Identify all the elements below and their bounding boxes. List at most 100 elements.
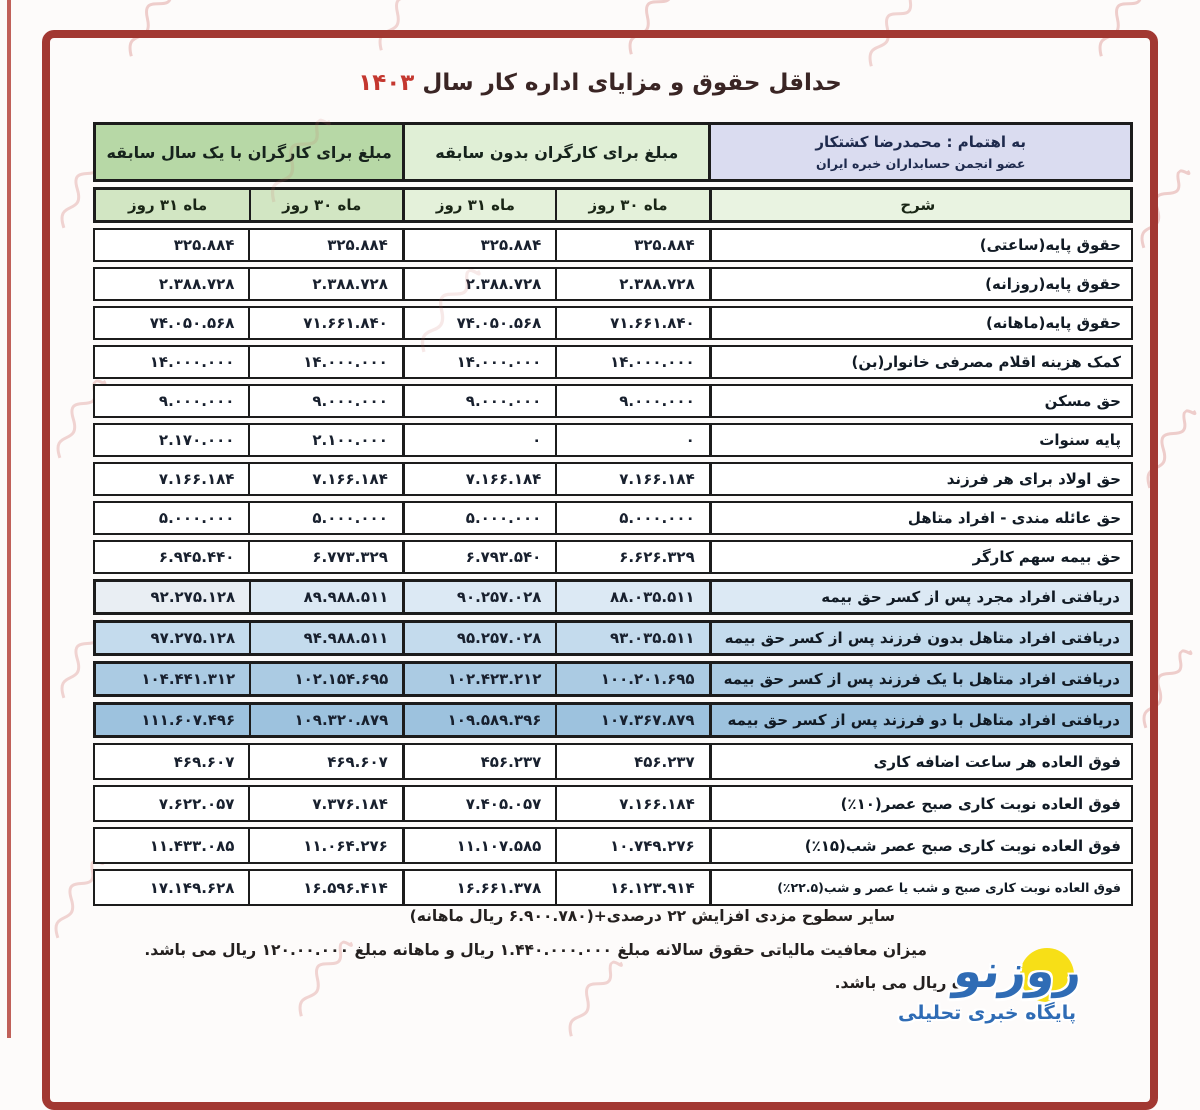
value-oneyear-31: ۱۱.۴۳۳.۰۸۵ — [149, 836, 235, 855]
row-label: حق بیمه سهم کارگر — [708, 542, 1131, 572]
table-row-shift-morning-evening: فوق العاده نوبت کاری صبح عصر(۱۰٪) ۷.۱۶۶.… — [93, 785, 1133, 822]
value-oneyear-30: ۵.۰۰۰.۰۰۰ — [248, 503, 401, 533]
page-title: حداقل حقوق و مزایای اداره کار سال ۱۴۰۳ — [0, 70, 1200, 96]
value-noexp-31: ۱۰۲.۴۲۳.۲۱۲ — [402, 664, 556, 694]
value-noexp-30: ۱۰۷.۳۶۷.۸۷۹ — [555, 705, 709, 735]
left-edge-red-line — [7, 0, 11, 1038]
value-noexp-30: ۸۸.۰۳۵.۵۱۱ — [555, 582, 709, 612]
site-logo: روزنو پایگاه خبری تحلیلی — [872, 944, 1164, 1038]
value-oneyear-30: ۶.۷۷۳.۳۲۹ — [248, 542, 401, 572]
value-noexp-31: ۶.۷۹۳.۵۴۰ — [401, 542, 555, 572]
value-noexp-31: ۰ — [401, 425, 555, 455]
value-noexp-31: ۵.۰۰۰.۰۰۰ — [401, 503, 555, 533]
logo-tagline: پایگاه خبری تحلیلی — [898, 1002, 1077, 1024]
value-oneyear-30: ۲.۱۰۰.۰۰۰ — [248, 425, 401, 455]
value-noexp-30: ۷۱.۶۶۱.۸۴۰ — [555, 308, 708, 338]
table-row-net-married-one-child: دریافتی افراد متاهل با یک فرزند پس از کس… — [93, 661, 1133, 697]
row-label: حق اولاد برای هر فرزند — [708, 464, 1131, 494]
value-noexp-30: ۹.۰۰۰.۰۰۰ — [555, 386, 708, 416]
value-oneyear-31: ۷.۶۲۲.۰۵۷ — [158, 794, 235, 813]
value-oneyear-31: ۱۷.۱۴۹.۶۲۸ — [149, 878, 235, 897]
logo-wordmark: روزنو — [951, 944, 1085, 998]
value-noexp-31: ۷۴.۰۵۰.۵۶۸ — [401, 308, 555, 338]
value-oneyear-31: ۱۴.۰۰۰.۰۰۰ — [149, 353, 235, 371]
table-row-base-daily: حقوق پایه(روزانه) ۲.۳۸۸.۷۲۸ ۲.۳۸۸.۷۲۸ ۲.… — [93, 267, 1133, 301]
footnote-currency-partial: ه ریال می باشد. — [834, 974, 961, 992]
value-oneyear-31: ۲.۱۷۰.۰۰۰ — [158, 431, 235, 449]
value-noexp-30: ۱۰۰.۲۰۱.۶۹۵ — [555, 664, 709, 694]
table-subheader-row: شرح ماه ۳۰ روز ماه ۳۱ روز ماه ۳۰ روز ماه… — [93, 187, 1133, 223]
value-noexp-31: ۷.۴۰۵.۰۵۷ — [401, 787, 555, 820]
row-label: دریافتی افراد متاهل با دو فرزند پس از کس… — [708, 705, 1130, 735]
value-noexp-30: ۷.۱۶۶.۱۸۴ — [555, 464, 708, 494]
column-header-month31-noexp: ماه ۳۱ روز — [402, 190, 556, 220]
value-oneyear-31: ۷۴.۰۵۰.۵۶۸ — [149, 314, 235, 332]
table-row-child-allowance: حق اولاد برای هر فرزند ۷.۱۶۶.۱۸۴ ۷.۱۶۶.۱… — [93, 462, 1133, 496]
value-noexp-30: ۲.۳۸۸.۷۲۸ — [555, 269, 708, 299]
row-label: حقوق پایه(روزانه) — [708, 269, 1131, 299]
row-label: فوق العاده نوبت کاری صبح عصر(۱۰٪) — [708, 787, 1131, 820]
row-label: حقوق پایه(ساعتی) — [708, 230, 1131, 260]
value-oneyear-31: ۹۷.۲۷۵.۱۲۸ — [96, 623, 250, 653]
row-label: پایه سنوات — [708, 425, 1131, 455]
table-row-housing-allowance: حق مسکن ۹.۰۰۰.۰۰۰ ۹.۰۰۰.۰۰۰ ۹.۰۰۰.۰۰۰ ۹.… — [93, 384, 1133, 418]
column-header-month30-oneyear: ماه ۳۰ روز — [249, 190, 403, 220]
table-row-shift-morning-evening-night: فوق العاده نوبت کاری صبح عصر شب(۱۵٪) ۱۰.… — [93, 827, 1133, 864]
row-label: فوق العاده نوبت کاری صبح عصر شب(۱۵٪) — [708, 829, 1131, 862]
value-oneyear-30: ۹۴.۹۸۸.۵۱۱ — [249, 623, 403, 653]
value-noexp-30: ۰ — [555, 425, 708, 455]
table-row-shift-morning-night: فوق العاده نوبت کاری صبح و شب یا عصر و ش… — [93, 869, 1133, 906]
value-noexp-31: ۷.۱۶۶.۱۸۴ — [401, 464, 555, 494]
value-oneyear-31: ۳۲۵.۸۸۴ — [173, 236, 235, 254]
value-noexp-30: ۶.۶۲۶.۳۲۹ — [555, 542, 708, 572]
value-oneyear-30: ۷۱.۶۶۱.۸۴۰ — [248, 308, 401, 338]
value-oneyear-30: ۱۰۹.۳۲۰.۸۷۹ — [249, 705, 403, 735]
column-header-description: شرح — [708, 190, 1130, 220]
value-oneyear-30: ۱۰۲.۱۵۴.۶۹۵ — [249, 664, 403, 694]
row-label: فوق العاده هر ساعت اضافه کاری — [708, 745, 1131, 778]
value-oneyear-31: ۶.۹۴۵.۴۴۰ — [158, 548, 235, 566]
value-oneyear-31: ۱۰۴.۴۴۱.۳۱۲ — [96, 664, 250, 694]
value-oneyear-30: ۲.۳۸۸.۷۲۸ — [248, 269, 401, 299]
value-noexp-31: ۹۵.۲۵۷.۰۲۸ — [402, 623, 556, 653]
value-oneyear-30: ۸۹.۹۸۸.۵۱۱ — [249, 582, 403, 612]
value-noexp-30: ۱۴.۰۰۰.۰۰۰ — [555, 347, 708, 377]
value-noexp-31: ۳۲۵.۸۸۴ — [401, 230, 555, 260]
column-header-month30-noexp: ماه ۳۰ روز — [555, 190, 709, 220]
value-noexp-31: ۱۰۹.۵۸۹.۳۹۶ — [402, 705, 556, 735]
salary-table: به اهتمام : محمدرضا کشتکار عضو انجمن حسا… — [93, 122, 1133, 911]
page-title-text: حداقل حقوق و مزایای اداره کار سال — [422, 70, 842, 96]
row-label: حق عائله مندی - افراد متاهل — [708, 503, 1131, 533]
value-oneyear-30: ۱۴.۰۰۰.۰۰۰ — [248, 347, 401, 377]
value-oneyear-30: ۳۲۵.۸۸۴ — [248, 230, 401, 260]
table-row-consumables-allowance: کمک هزینه اقلام مصرفی خانوار(بن) ۱۴.۰۰۰.… — [93, 345, 1133, 379]
value-noexp-30: ۷.۱۶۶.۱۸۴ — [555, 787, 708, 820]
row-label: دریافتی افراد متاهل بدون فرزند پس از کسر… — [708, 623, 1130, 653]
logo-yellow-circle-icon — [1020, 948, 1074, 1002]
value-oneyear-30: ۷.۱۶۶.۱۸۴ — [248, 464, 401, 494]
value-noexp-31: ۱۴.۰۰۰.۰۰۰ — [401, 347, 555, 377]
table-row-overtime-hourly: فوق العاده هر ساعت اضافه کاری ۴۵۶.۲۳۷ ۴۵… — [93, 743, 1133, 780]
column-header-month31-oneyear: ماه ۳۱ روز — [96, 190, 250, 220]
attribution-cell: به اهتمام : محمدرضا کشتکار عضو انجمن حسا… — [708, 125, 1130, 179]
row-label: حق مسکن — [708, 386, 1131, 416]
value-oneyear-31: ۹۲.۲۷۵.۱۲۸ — [96, 582, 250, 612]
value-noexp-30: ۹۳.۰۳۵.۵۱۱ — [555, 623, 709, 653]
attribution-role: عضو انجمن حسابداران خبره ایران — [815, 156, 1026, 171]
value-noexp-30: ۵.۰۰۰.۰۰۰ — [555, 503, 708, 533]
value-oneyear-31: ۴۶۹.۶۰۷ — [173, 752, 235, 771]
value-oneyear-31: ۹.۰۰۰.۰۰۰ — [158, 392, 235, 410]
value-noexp-30: ۴۵۶.۲۳۷ — [555, 745, 708, 778]
group-header-one-year: مبلغ برای کارگران با یک سال سابقه — [96, 125, 403, 179]
value-oneyear-30: ۷.۳۷۶.۱۸۴ — [248, 787, 401, 820]
value-noexp-30: ۱۶.۱۲۳.۹۱۴ — [555, 871, 708, 904]
group-header-no-experience: مبلغ برای کارگران بدون سابقه — [402, 125, 709, 179]
table-row-seniority-base: پایه سنوات ۰ ۰ ۲.۱۰۰.۰۰۰ ۲.۱۷۰.۰۰۰ — [93, 423, 1133, 457]
value-noexp-31: ۴۵۶.۲۳۷ — [401, 745, 555, 778]
value-oneyear-30: ۱۱.۰۶۴.۲۷۶ — [248, 829, 401, 862]
footnotes: سایر سطوح مزدی افزایش ۲۲ درصدی+(۶.۹۰۰.۷۸… — [93, 903, 1133, 992]
table-row-family-allowance: حق عائله مندی - افراد متاهل ۵.۰۰۰.۰۰۰ ۵.… — [93, 501, 1133, 535]
value-noexp-31: ۱۶.۶۶۱.۳۷۸ — [401, 871, 555, 904]
value-noexp-31: ۹.۰۰۰.۰۰۰ — [401, 386, 555, 416]
table-row-base-monthly: حقوق پایه(ماهانه) ۷۱.۶۶۱.۸۴۰ ۷۴.۰۵۰.۵۶۸ … — [93, 306, 1133, 340]
